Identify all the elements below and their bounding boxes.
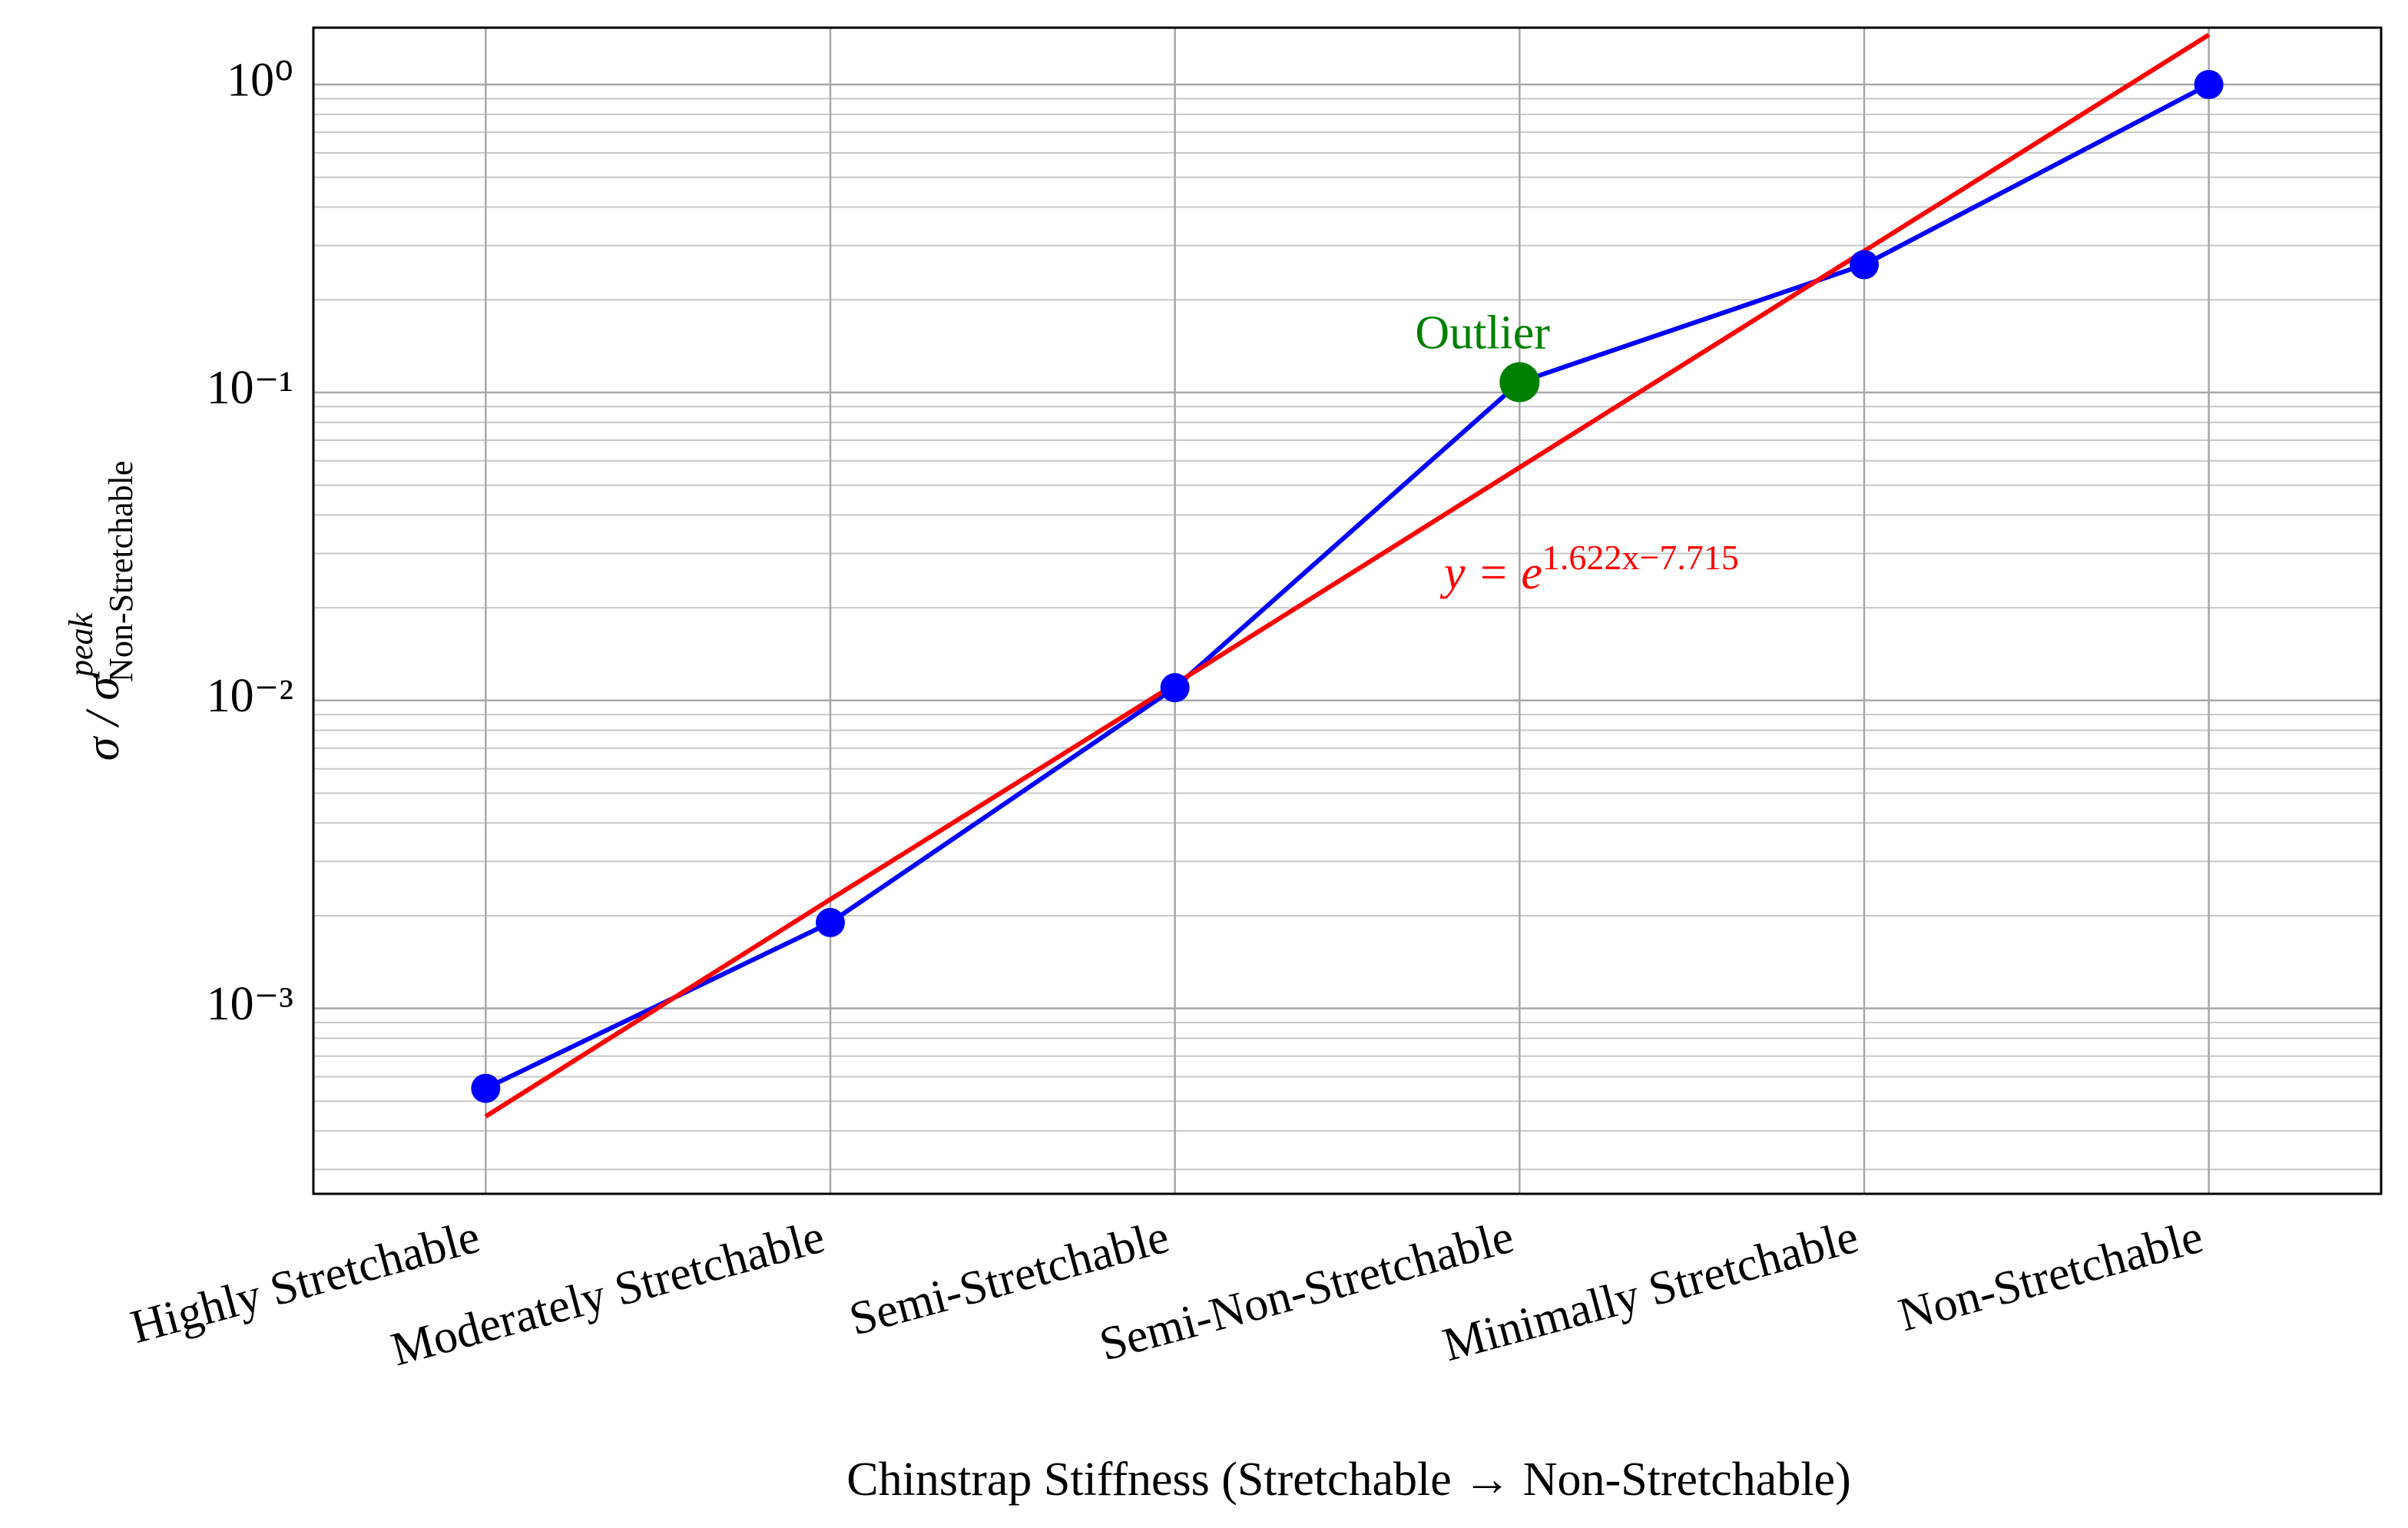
y-tick-label: 10⁻² [207,670,293,722]
y-label-subscript: Non-Stretchable [102,461,140,682]
outlier-marker [1499,362,1540,403]
data-point [471,1073,501,1103]
grid [313,28,2381,1194]
x-axis-label: Chinstrap Stiffness (Stretchable → Non-S… [846,1453,1850,1506]
data-point [1160,673,1190,703]
fit-equation-exponent: 1.622x−7.715 [1542,538,1739,577]
outlier-label: Outlier [1415,307,1550,360]
fit-equation: y = e1.622x−7.715 [1439,538,1739,600]
plot-frame [312,26,2383,1195]
y-tick-label: 10⁻¹ [207,362,293,414]
x-tick-label: Non-Stretchable [1893,1211,2208,1342]
series-line [484,32,2211,1119]
y-label-superscript: peak [62,612,100,679]
y-tick-label: 10⁻³ [207,978,293,1030]
y-tick-label: 10⁰ [227,54,293,106]
data-point [816,907,845,937]
y-axis-label: σ / σpeakNon-Stretchable [62,461,140,761]
data-point [1850,250,1879,280]
marks [471,32,2224,1119]
y-label-text: σ / σ [77,675,129,761]
series-line [485,82,2211,1091]
data-point [2194,70,2224,100]
fit-equation-base: y = e [1439,547,1542,599]
